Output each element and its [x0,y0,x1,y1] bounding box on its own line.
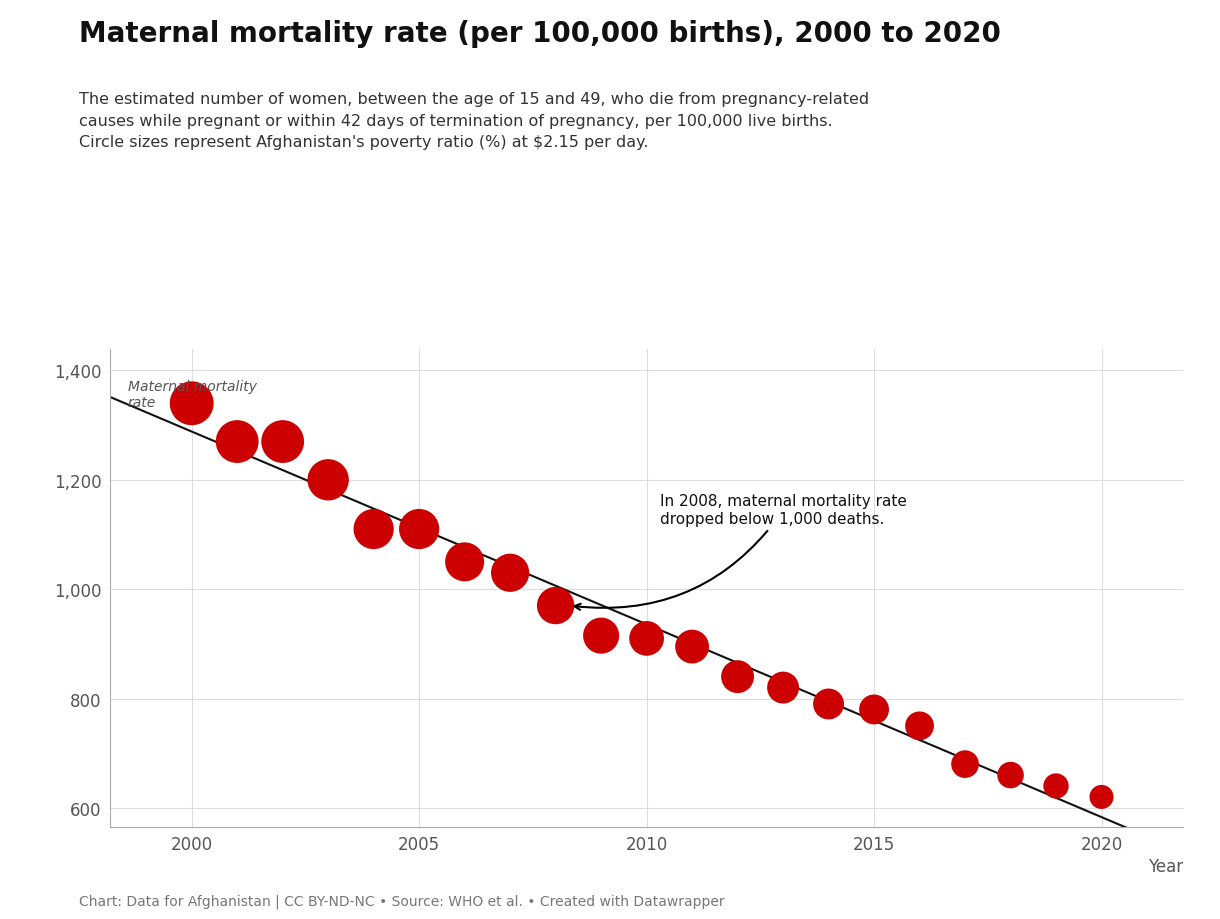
Point [227,435,246,449]
Point [364,522,383,537]
Point [1047,778,1066,793]
Point [773,680,793,695]
Point [682,640,701,654]
Text: Year: Year [1148,857,1183,875]
Text: The estimated number of women, between the age of 15 and 49, who die from pregna: The estimated number of women, between t… [79,92,870,150]
Point [545,598,565,613]
Point [728,670,748,685]
Text: Chart: Data for Afghanistan | CC BY-ND-NC • Source: WHO et al. • Created with Da: Chart: Data for Afghanistan | CC BY-ND-N… [79,893,725,908]
Point [592,629,611,643]
Point [318,473,338,488]
Text: Maternal mortality rate (per 100,000 births), 2000 to 2020: Maternal mortality rate (per 100,000 bir… [79,20,1002,48]
Point [500,566,520,581]
Point [910,719,930,733]
Text: Maternal mortality
rate: Maternal mortality rate [128,380,257,410]
Point [1000,768,1020,783]
Point [455,555,475,570]
Point [864,702,883,717]
Point [1092,789,1111,804]
Point [637,631,656,646]
Text: In 2008, maternal mortality rate
dropped below 1,000 deaths.: In 2008, maternal mortality rate dropped… [575,494,908,610]
Point [182,396,201,411]
Point [410,522,429,537]
Point [955,757,975,772]
Point [819,697,838,711]
Point [273,435,293,449]
